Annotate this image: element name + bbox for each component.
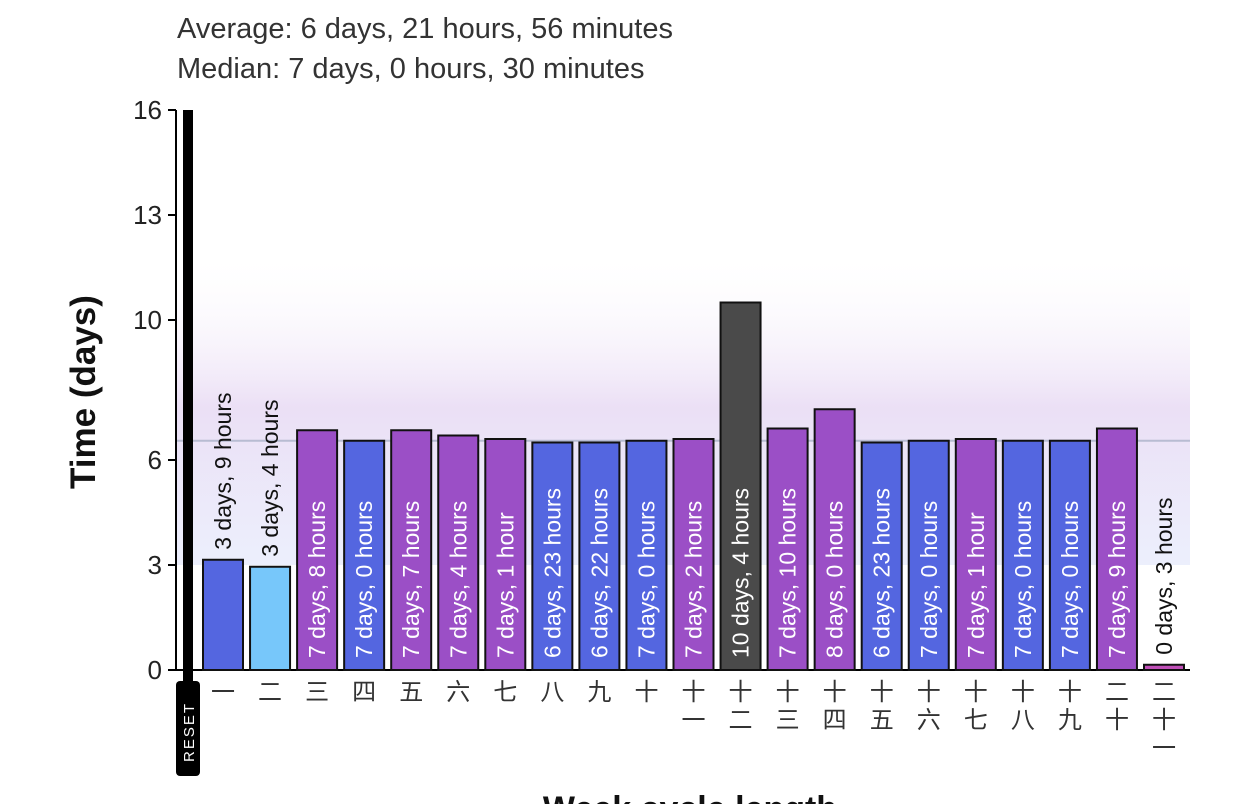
- bar[interactable]: [437, 434, 480, 671]
- bar[interactable]: [296, 429, 339, 671]
- x-tick-label: 五: [870, 706, 894, 734]
- bar-value-label: 7 days, 4 hours: [445, 501, 471, 658]
- y-tick-label: 3: [148, 550, 162, 580]
- bar-value-label: 6 days, 22 hours: [586, 488, 612, 658]
- x-tick-label: 十: [917, 678, 941, 706]
- bar[interactable]: [766, 427, 809, 671]
- bar[interactable]: [390, 429, 433, 671]
- x-tick-label: 九: [1058, 706, 1082, 734]
- reset-slider-track[interactable]: [183, 110, 193, 775]
- x-tick-label: 十: [1011, 678, 1035, 706]
- bar-value-label: 3 days, 9 hours: [210, 392, 236, 549]
- bar-value-label: 7 days, 1 hour: [963, 512, 989, 658]
- bar[interactable]: [578, 441, 621, 671]
- x-tick-label: 三: [305, 678, 329, 706]
- x-tick-label: 三: [776, 706, 800, 734]
- y-tick-label: 0: [148, 655, 162, 685]
- reset-label[interactable]: RESET: [181, 702, 198, 762]
- bar-value-label: 10 days, 4 hours: [728, 488, 754, 658]
- x-tick-label: 二: [1152, 678, 1176, 706]
- y-axis-label: Time (days): [64, 295, 103, 489]
- bar-value-label: 7 days, 0 hours: [1010, 501, 1036, 658]
- bar[interactable]: [249, 565, 292, 671]
- x-axis-label: Week cycle length: [543, 790, 837, 804]
- bar-value-label: 7 days, 7 hours: [398, 501, 424, 658]
- bar[interactable]: [1001, 439, 1044, 671]
- x-tick-label: 八: [540, 678, 564, 706]
- bar-value-label: 0 days, 3 hours: [1151, 497, 1177, 654]
- bar[interactable]: [719, 301, 762, 671]
- y-tick-label: 16: [133, 95, 162, 125]
- x-tick-label: 六: [917, 706, 941, 734]
- bar[interactable]: [625, 439, 668, 671]
- y-tick-label: 6: [148, 445, 162, 475]
- bar[interactable]: [1143, 663, 1185, 671]
- x-tick-label: 六: [446, 678, 470, 706]
- x-tick-label: 十: [1152, 706, 1176, 734]
- x-tick-label: 一: [682, 706, 706, 734]
- x-tick-label: 二: [258, 678, 282, 706]
- bar-value-label: 7 days, 0 hours: [633, 501, 659, 658]
- bar[interactable]: [860, 441, 903, 671]
- x-tick-label: 七: [493, 678, 517, 706]
- bar-value-label: 7 days, 0 hours: [1057, 501, 1083, 658]
- average-text: Average: 6 days, 21 hours, 56 minutes: [177, 13, 673, 45]
- bar-value-label: 7 days, 1 hour: [492, 512, 518, 658]
- x-tick-label: 十: [870, 678, 894, 706]
- x-tick-label: 五: [399, 678, 423, 706]
- bar-value-label: 8 days, 0 hours: [822, 501, 848, 658]
- x-tick-label: 十: [1058, 678, 1082, 706]
- bar-value-label: 7 days, 10 hours: [775, 488, 801, 658]
- x-tick-label: 四: [823, 706, 847, 734]
- x-tick-label: 十: [729, 678, 753, 706]
- x-tick-label: 十: [634, 678, 658, 706]
- x-tick-label: 八: [1011, 706, 1035, 734]
- bar-value-label: 7 days, 0 hours: [916, 501, 942, 658]
- bar[interactable]: [484, 438, 527, 671]
- bar[interactable]: [202, 558, 244, 671]
- x-tick-label: 七: [964, 706, 988, 734]
- x-tick-label: 一: [211, 678, 235, 706]
- bar[interactable]: [907, 439, 950, 671]
- y-tick-label: 10: [133, 305, 162, 335]
- x-tick-label: 二: [1105, 678, 1129, 706]
- x-tick-label: 十: [776, 678, 800, 706]
- bar-value-label: 7 days, 2 hours: [681, 501, 707, 658]
- bar-value-label: 6 days, 23 hours: [539, 488, 565, 658]
- bar[interactable]: [1095, 427, 1138, 671]
- x-tick-label: 十: [1105, 706, 1129, 734]
- bar-value-label: 6 days, 23 hours: [869, 488, 895, 658]
- x-tick-label: 一: [1152, 734, 1176, 762]
- x-tick-label: 十: [964, 678, 988, 706]
- x-tick-label: 二: [729, 706, 753, 734]
- bar[interactable]: [813, 408, 856, 671]
- reset-slider[interactable]: RESET: [176, 110, 200, 776]
- y-tick-label: 13: [133, 200, 162, 230]
- x-tick-label: 九: [587, 678, 611, 706]
- x-tick-label: 十: [823, 678, 847, 706]
- bar-value-label: 7 days, 0 hours: [351, 501, 377, 658]
- bar-value-label: 3 days, 4 hours: [257, 399, 283, 556]
- reset-button[interactable]: [176, 681, 200, 776]
- bar[interactable]: [954, 438, 997, 671]
- bar[interactable]: [672, 438, 715, 671]
- x-tick-label: 四: [352, 678, 376, 706]
- median-text: Median: 7 days, 0 hours, 30 minutes: [177, 53, 645, 85]
- x-tick-label: 十: [682, 678, 706, 706]
- bar[interactable]: [531, 441, 574, 671]
- bar-value-label: 7 days, 8 hours: [304, 501, 330, 658]
- bar-value-label: 7 days, 9 hours: [1104, 501, 1130, 658]
- bar[interactable]: [343, 439, 386, 671]
- bar[interactable]: [1048, 439, 1091, 671]
